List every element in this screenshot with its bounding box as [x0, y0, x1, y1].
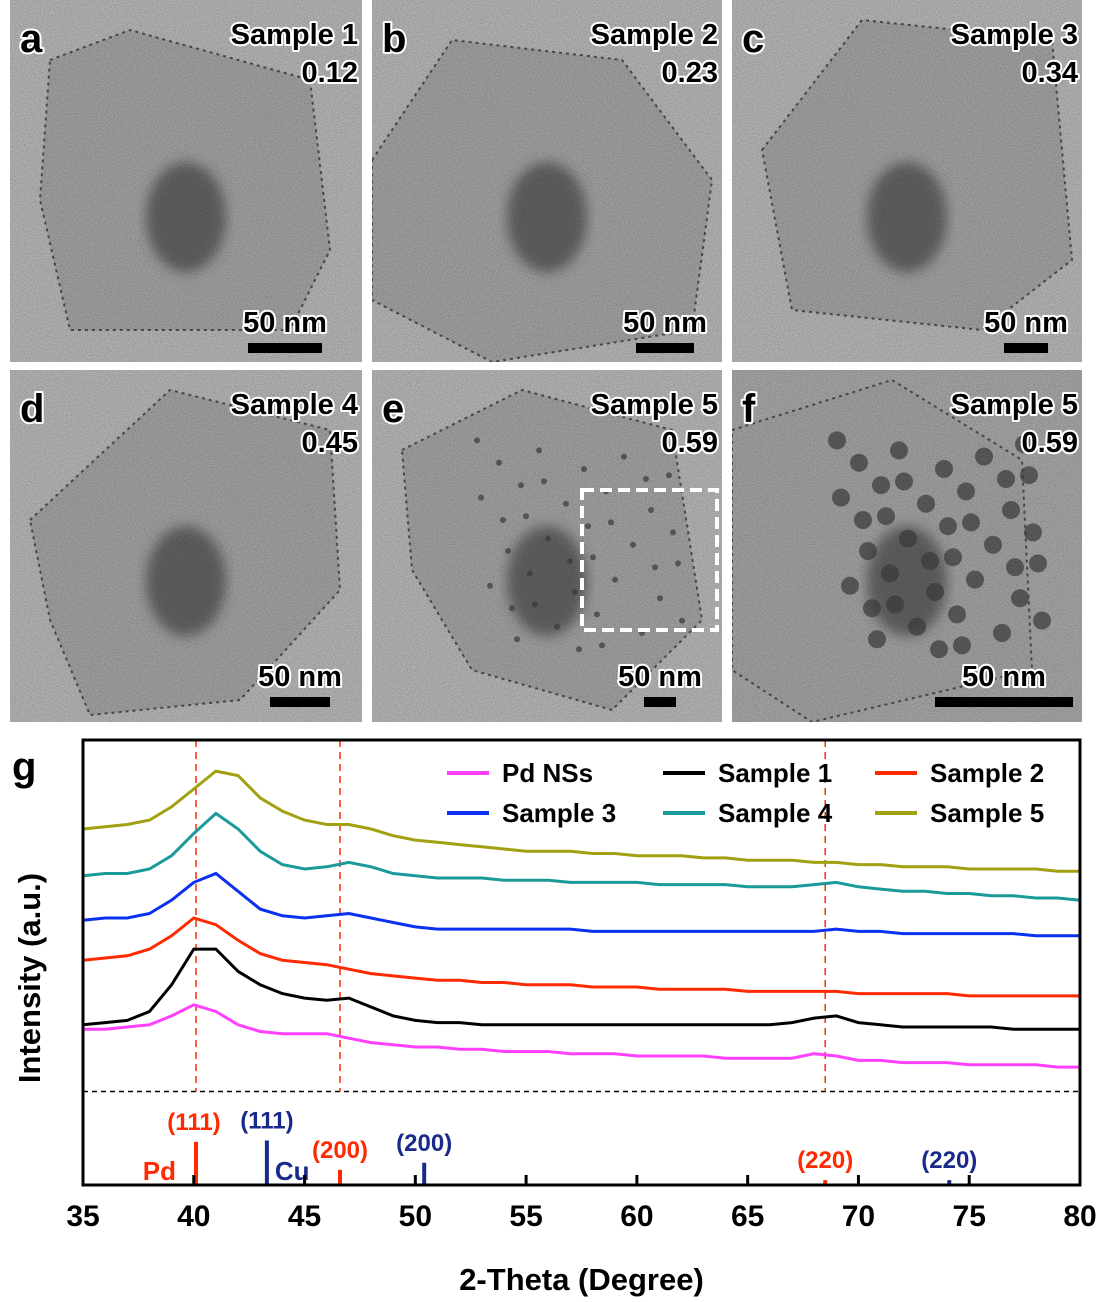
panel-letter: e [382, 387, 404, 431]
x-tick-label: 50 [399, 1200, 432, 1233]
scale-label: 50 nm [984, 307, 1068, 339]
x-tick-label: 40 [177, 1200, 210, 1233]
sample-value: 0.45 [302, 427, 358, 459]
reference-label: (111) [240, 1108, 293, 1135]
series-line [82, 947, 1080, 1031]
x-tick-label: 65 [731, 1200, 764, 1233]
legend-label: Sample 5 [930, 798, 1044, 828]
sample-name: Sample 3 [951, 19, 1078, 51]
image-content [732, 0, 1082, 362]
grain [10, 370, 362, 722]
tem-image [732, 370, 1082, 722]
tem-image [372, 370, 722, 722]
panel-letter: d [20, 387, 44, 431]
image-content [372, 0, 722, 362]
panel-letter: g [12, 745, 36, 789]
panel-letter: f [742, 387, 756, 431]
legend-label: Sample 4 [718, 798, 833, 828]
scale-label: 50 nm [243, 307, 327, 339]
legend-label: Sample 3 [502, 798, 616, 828]
x-tick-label: 60 [620, 1200, 653, 1233]
tem-image [732, 0, 1082, 362]
sample-value: 0.59 [662, 427, 718, 459]
scale-label: 50 nm [618, 661, 702, 693]
reference-name: Pd [143, 1156, 176, 1186]
y-axis-label: Intensity (a.u.) [12, 873, 47, 1083]
reference-label: (200) [312, 1137, 368, 1164]
sample-name: Sample 5 [951, 389, 1078, 421]
series-line [82, 916, 1080, 998]
sample-name: Sample 2 [591, 19, 718, 51]
scale-label: 50 nm [623, 307, 707, 339]
sample-value: 0.23 [662, 57, 718, 89]
x-tick-label: 75 [953, 1200, 986, 1233]
scale-label: 50 nm [962, 661, 1046, 693]
grain [10, 0, 362, 362]
scale-label: 50 nm [258, 661, 342, 693]
sample-name: Sample 5 [591, 389, 718, 421]
series-line [82, 769, 1080, 873]
sample-name: Sample 1 [231, 19, 358, 51]
panel-letter: a [20, 17, 43, 61]
scale-bar [1004, 343, 1048, 353]
grain [732, 370, 1082, 722]
image-content [10, 0, 362, 362]
grain [372, 0, 722, 362]
scale-bar [644, 697, 676, 707]
grain [372, 370, 722, 722]
sample-value: 0.12 [302, 57, 358, 89]
legend-label: Sample 1 [718, 758, 832, 788]
scale-bar [248, 343, 322, 353]
x-tick-label: 35 [66, 1200, 99, 1233]
tem-image [10, 370, 362, 722]
x-axis-label: 2-Theta (Degree) [459, 1262, 704, 1297]
zoom-box [580, 488, 719, 632]
reference-label: (200) [396, 1130, 452, 1157]
image-content [10, 370, 362, 722]
series-line [83, 1003, 1080, 1069]
reference-label: (220) [921, 1147, 977, 1174]
sample-value: 0.34 [1022, 57, 1078, 89]
tem-image [372, 0, 722, 362]
image-content [732, 370, 1082, 722]
scale-bar [270, 697, 330, 707]
plot-frame [81, 738, 1082, 1187]
x-tick-label: 80 [1063, 1200, 1096, 1233]
sample-name: Sample 4 [231, 389, 358, 421]
reference-label: (220) [797, 1147, 853, 1174]
reference-label: (111) [167, 1109, 220, 1136]
scale-bar [636, 343, 694, 353]
image-content [372, 370, 722, 722]
legend-label: Pd NSs [502, 758, 593, 788]
tem-image [10, 0, 362, 362]
grain [732, 0, 1082, 362]
series-line [82, 871, 1080, 938]
legend-label: Sample 2 [930, 758, 1044, 788]
panel-letter: b [382, 17, 406, 61]
sample-value: 0.59 [1022, 427, 1078, 459]
panel-letter: c [742, 17, 764, 61]
series-line [82, 811, 1081, 902]
x-tick-label: 45 [288, 1200, 321, 1233]
x-tick-label: 70 [842, 1200, 875, 1233]
scale-bar [935, 697, 1073, 707]
x-tick-label: 55 [509, 1200, 542, 1233]
